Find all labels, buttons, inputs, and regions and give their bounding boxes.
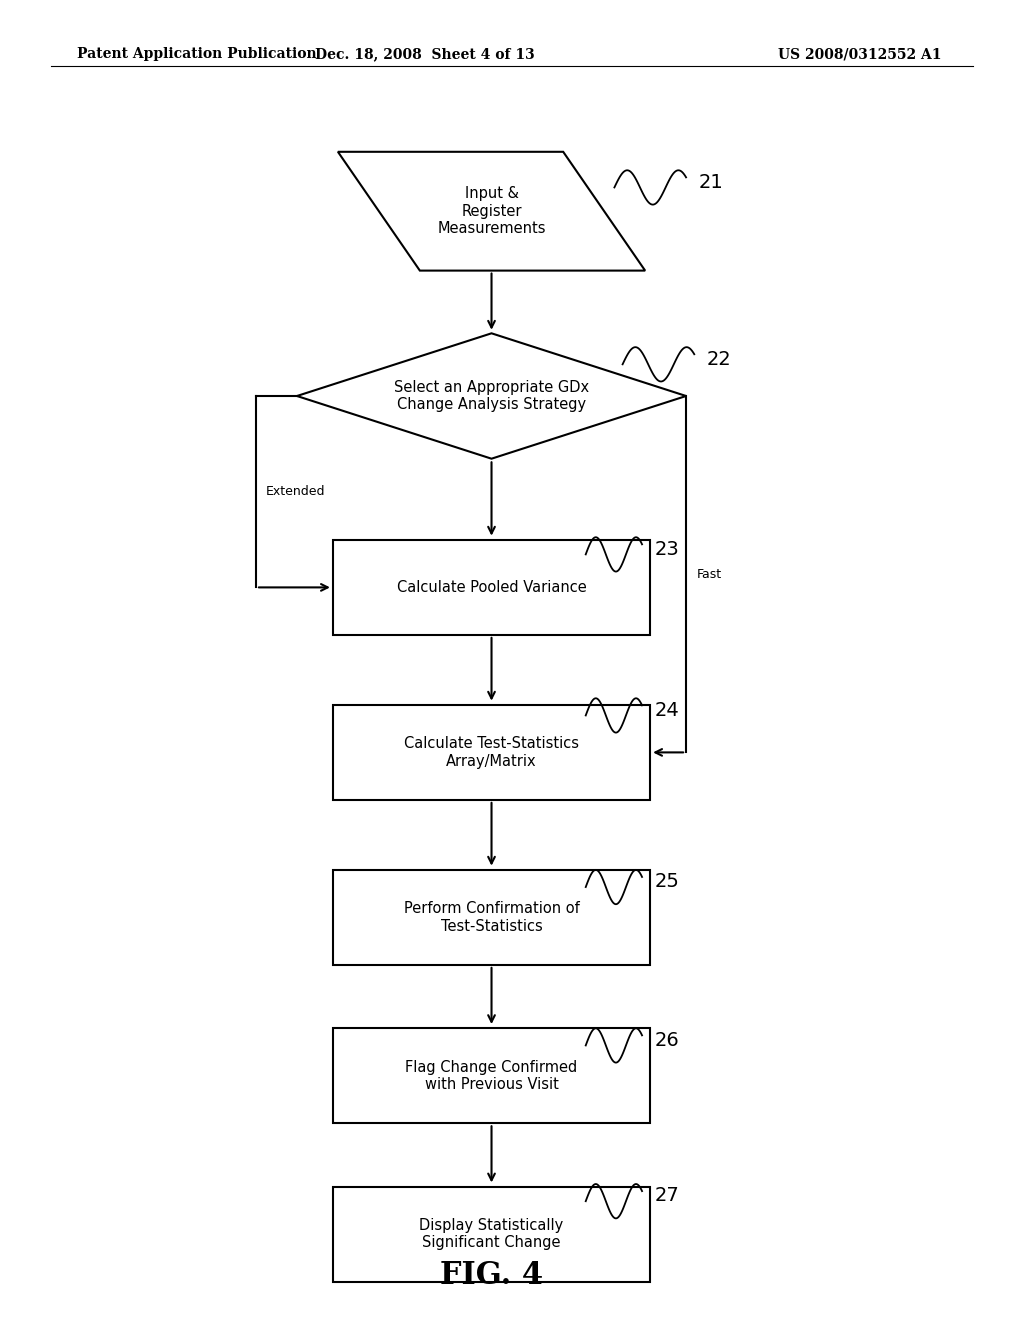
Text: FIG. 4: FIG. 4 (440, 1261, 543, 1291)
Text: Flag Change Confirmed
with Previous Visit: Flag Change Confirmed with Previous Visi… (406, 1060, 578, 1092)
Text: Select an Appropriate GDx
Change Analysis Strategy: Select an Appropriate GDx Change Analysi… (394, 380, 589, 412)
Bar (333, 705, 650, 800)
Text: 25: 25 (654, 873, 679, 891)
Text: US 2008/0312552 A1: US 2008/0312552 A1 (778, 48, 942, 61)
Text: Calculate Test-Statistics
Array/Matrix: Calculate Test-Statistics Array/Matrix (404, 737, 579, 768)
Text: 24: 24 (654, 701, 679, 719)
Text: Extended: Extended (266, 486, 326, 498)
Text: Dec. 18, 2008  Sheet 4 of 13: Dec. 18, 2008 Sheet 4 of 13 (315, 48, 535, 61)
Text: Patent Application Publication: Patent Application Publication (77, 48, 316, 61)
Text: Input &
Register
Measurements: Input & Register Measurements (437, 186, 546, 236)
Bar (333, 1028, 650, 1123)
Bar (333, 1187, 650, 1282)
Text: 21: 21 (698, 173, 723, 191)
Text: Display Statistically
Significant Change: Display Statistically Significant Change (420, 1218, 563, 1250)
Bar (333, 870, 650, 965)
Text: Perform Confirmation of
Test-Statistics: Perform Confirmation of Test-Statistics (403, 902, 580, 933)
Text: Calculate Pooled Variance: Calculate Pooled Variance (396, 579, 587, 595)
Text: 26: 26 (654, 1031, 679, 1049)
Text: Fast: Fast (696, 568, 722, 581)
Text: 23: 23 (654, 540, 679, 558)
Text: 27: 27 (654, 1187, 679, 1205)
Bar (333, 540, 650, 635)
Text: 22: 22 (707, 350, 731, 368)
